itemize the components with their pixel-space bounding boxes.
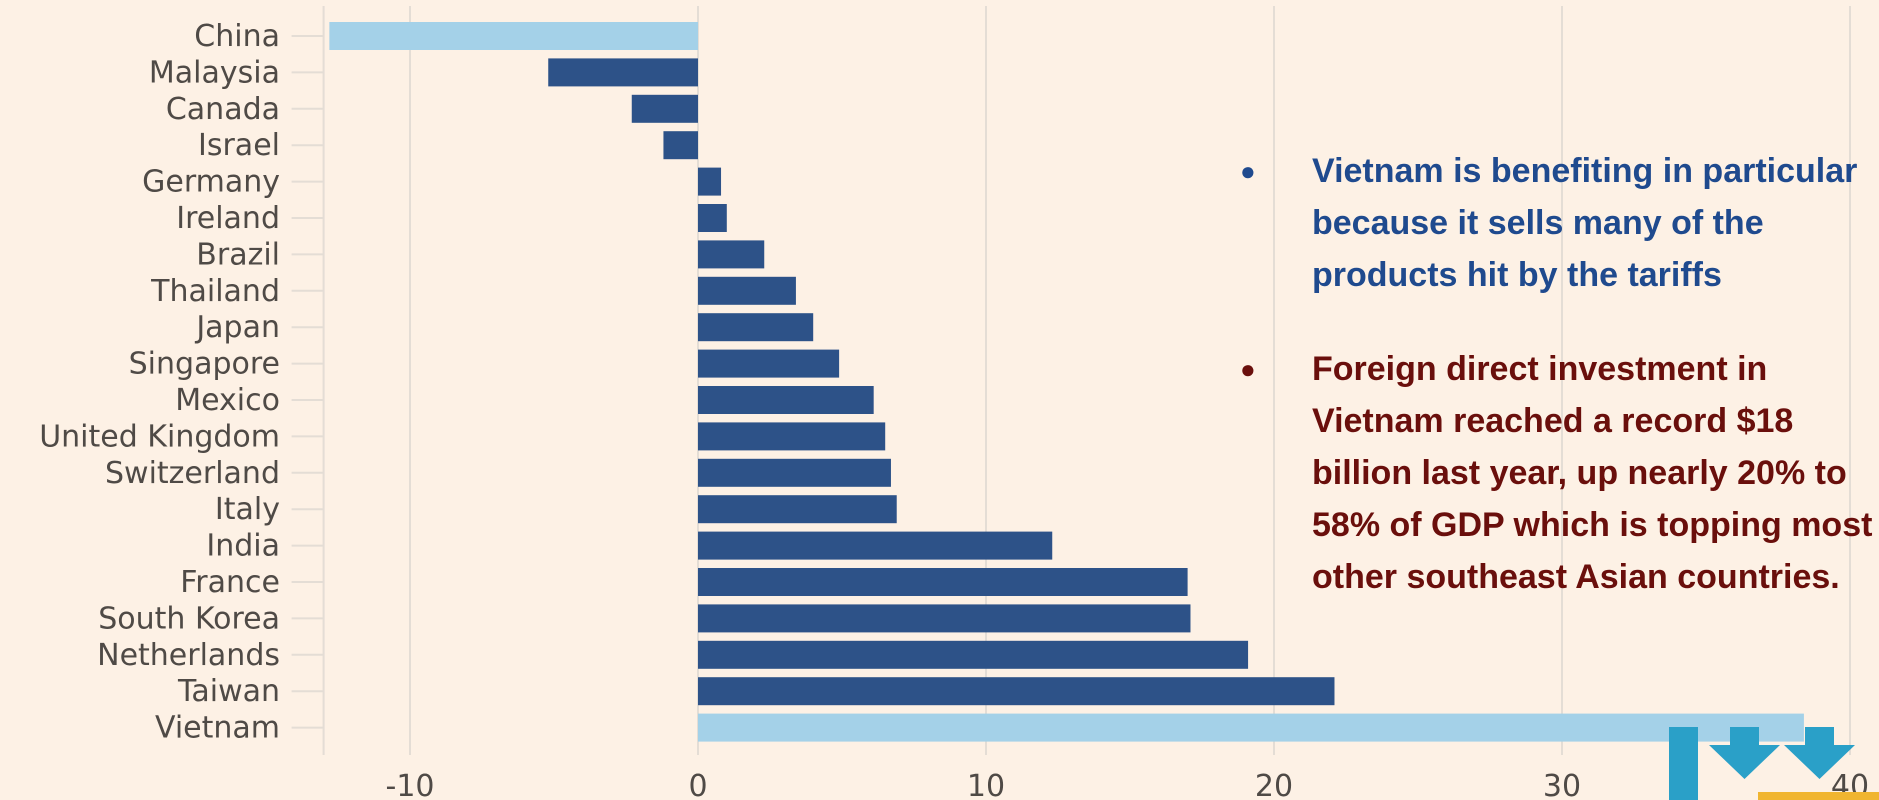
category-ticks [291,35,324,729]
bars [329,22,1804,742]
category-label: Japan [194,310,280,345]
bar [631,94,698,123]
bar [698,604,1191,633]
category-label: Canada [166,92,280,127]
bar [698,531,1053,560]
category-label: Vietnam [155,711,280,746]
category-label: China [194,19,280,54]
bar [698,422,886,451]
down-arrows-logo-icon [1669,727,1879,800]
category-label: Israel [198,128,280,163]
note-item: ● Vietnam is benefiting in particular be… [1240,145,1879,301]
category-label: France [180,565,280,600]
note-text: Vietnam is benefiting in particular beca… [1312,152,1858,294]
category-label: Singapore [129,347,280,382]
x-tick-label: 20 [1255,769,1293,800]
bar [698,313,814,342]
category-label: Brazil [196,237,280,272]
x-axis-tick-labels: -10 0 10 20 30 40 [386,769,1870,800]
category-label: Taiwan [177,674,280,709]
x-tick-label: 0 [688,769,707,800]
bar [698,640,1249,669]
bar [698,495,897,524]
x-tick-label: 10 [967,769,1005,800]
bar [698,240,765,269]
notes-list: ● Vietnam is benefiting in particular be… [1240,145,1879,645]
bar [698,677,1335,706]
bar [698,276,796,305]
category-label: Ireland [176,201,280,236]
bar [698,349,840,378]
category-labels: ChinaMalaysiaCanadaIsraelGermanyIrelandB… [39,19,280,746]
category-label: Malaysia [149,55,280,90]
bar [698,458,891,487]
bar [663,131,698,160]
category-label: United Kingdom [39,419,280,454]
category-label: South Korea [98,601,280,636]
bar [698,167,722,196]
category-label: Switzerland [105,456,280,491]
category-label: Italy [215,492,280,527]
bar [698,386,874,414]
bullet-icon: ● [1240,156,1256,186]
bar [698,713,1804,742]
category-label: Thailand [150,274,280,309]
category-label: Netherlands [97,638,280,673]
bar [698,568,1188,596]
category-label: India [206,529,280,564]
x-tick-label: -10 [386,769,435,800]
category-label: Germany [142,165,280,200]
note-item: ● Foreign direct investment in Vietnam r… [1240,343,1879,603]
grid-lines [322,6,1851,755]
bar [548,58,698,87]
bullet-icon: ● [1240,354,1256,384]
bar [329,22,698,50]
bar [698,204,727,232]
category-label: Mexico [175,383,280,418]
note-text: Foreign direct investment in Vietnam rea… [1312,350,1873,596]
x-tick-label: 30 [1543,769,1581,800]
